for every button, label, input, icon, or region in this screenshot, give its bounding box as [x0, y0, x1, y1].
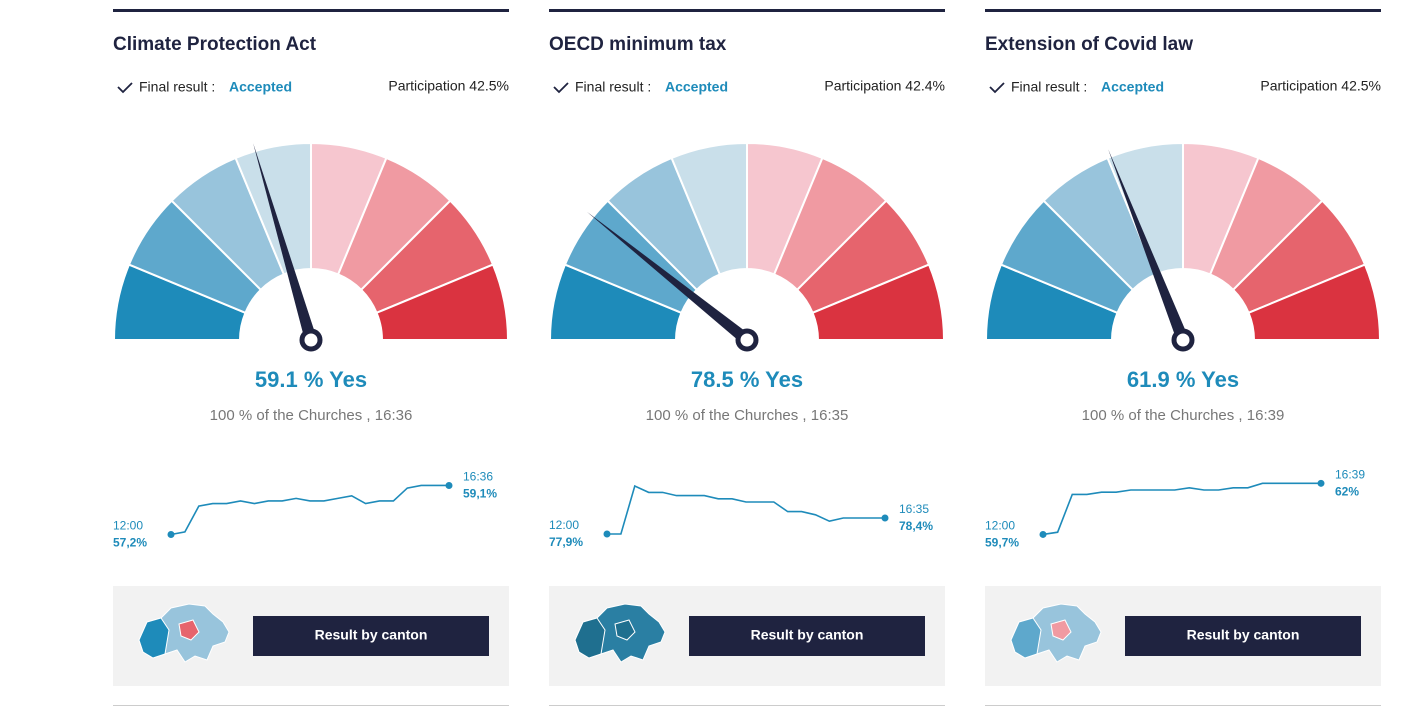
result-label: Final result :: [139, 79, 215, 95]
result-card: Climate Protection Act Final result : Acce…: [112, 9, 510, 706]
end-share: 59,1%: [463, 487, 497, 501]
end-time: 16:39: [1335, 468, 1365, 482]
start-share: 57,2%: [113, 536, 147, 550]
gauge-segment: [1042, 156, 1158, 292]
gauge-segment: [1247, 263, 1382, 341]
start-share: 77,9%: [549, 535, 583, 549]
swiss-map-west: [1010, 617, 1042, 659]
gauge-needle: [587, 211, 751, 345]
needle-hub: [1171, 328, 1195, 352]
counted-status: 100 % of the Churches , 16:39: [1082, 407, 1285, 424]
gauge-needle: [253, 143, 317, 342]
gauge-segment: [548, 263, 683, 341]
end-time: 16:36: [463, 470, 493, 484]
gauge-segment: [1208, 156, 1324, 292]
trend-start: [603, 530, 611, 538]
yes-share: 61.9 % Yes: [1127, 367, 1239, 392]
result-card: OECD minimum tax Final result : Accepted Pa…: [548, 9, 946, 706]
gauge-segment: [984, 263, 1119, 341]
canton-button[interactable]: [253, 616, 489, 656]
gauge-segment: [999, 199, 1135, 315]
start-time: 12:00: [549, 518, 579, 532]
gauge-segment: [336, 156, 452, 292]
gauge-segment: [170, 156, 286, 292]
gauge-segment: [127, 199, 263, 315]
result-value: Accepted: [1101, 79, 1164, 95]
swiss-map-center: [178, 619, 200, 641]
needle-hub: [299, 328, 323, 352]
end-share: 78,4%: [899, 519, 933, 533]
canton-button-label: Result by canton: [315, 627, 428, 643]
yes-share: 78.5 % Yes: [691, 367, 803, 392]
card-top-rule: [113, 9, 509, 12]
start-time: 12:00: [985, 519, 1015, 533]
gauge-segment: [772, 156, 888, 292]
trend-end: [1317, 479, 1325, 487]
swiss-map-center: [614, 619, 636, 641]
trend-line: [170, 484, 449, 536]
counted-status: 100 % of the Churches , 16:36: [210, 407, 413, 424]
card-top-rule: [985, 9, 1381, 12]
end-share: 62%: [1335, 485, 1359, 499]
trend-end: [445, 481, 453, 489]
gauge-segment: [795, 199, 931, 315]
gauge-segment: [1231, 199, 1367, 315]
check-icon: [989, 82, 1005, 94]
card-title: Climate Protection Act: [113, 34, 317, 55]
end-time: 16:35: [899, 502, 929, 516]
gauge-segment: [746, 141, 824, 276]
result-value: Accepted: [665, 79, 728, 95]
trend-line: [1042, 482, 1321, 536]
card-title: OECD minimum tax: [549, 34, 727, 55]
counted-status: 100 % of the Churches , 16:35: [646, 407, 849, 424]
trend-start: [1039, 530, 1047, 538]
canton-button-label: Result by canton: [1187, 627, 1300, 643]
gauge-segment: [606, 156, 722, 292]
gauge-segment: [1182, 141, 1260, 276]
swiss-map-west: [138, 617, 170, 659]
gauge-segment: [1106, 141, 1184, 276]
swiss-map-center: [1050, 619, 1072, 641]
trend-start: [167, 531, 175, 539]
card-top-rule: [549, 9, 945, 12]
gauge-segment: [310, 141, 388, 276]
card-title: Extension of Covid law: [985, 34, 1193, 55]
card-bottom-rule: [113, 705, 509, 706]
result-card: Extension of Covid law Final result : Acce…: [984, 9, 1382, 706]
result-label: Final result :: [1011, 79, 1087, 95]
gauge-segment: [563, 199, 699, 315]
start-time: 12:00: [113, 519, 143, 533]
gauge-segment: [375, 263, 510, 341]
needle-hub: [735, 328, 759, 352]
result-value: Accepted: [229, 79, 292, 95]
gauge-segment: [811, 263, 946, 341]
canton-button[interactable]: [1125, 616, 1361, 656]
swiss-map-west: [574, 617, 606, 659]
yes-share: 59.1 % Yes: [255, 367, 367, 392]
trend-line: [607, 484, 885, 535]
check-icon: [117, 82, 133, 94]
participation: Participation 42.5%: [388, 78, 509, 94]
canton-button-label: Result by canton: [751, 627, 864, 643]
gauge-segment: [112, 263, 247, 341]
card-bottom-rule: [549, 705, 945, 706]
check-icon: [553, 82, 569, 94]
card-bottom-rule: [985, 705, 1381, 706]
canton-button[interactable]: [689, 616, 925, 656]
result-label: Final result :: [575, 79, 651, 95]
gauge-segment: [359, 199, 495, 315]
participation: Participation 42.5%: [1260, 78, 1381, 94]
trend-end: [881, 514, 889, 522]
participation: Participation 42.4%: [824, 78, 945, 94]
gauge-segment: [670, 141, 748, 276]
start-share: 59,7%: [985, 536, 1019, 550]
gauge-needle: [1108, 149, 1189, 343]
